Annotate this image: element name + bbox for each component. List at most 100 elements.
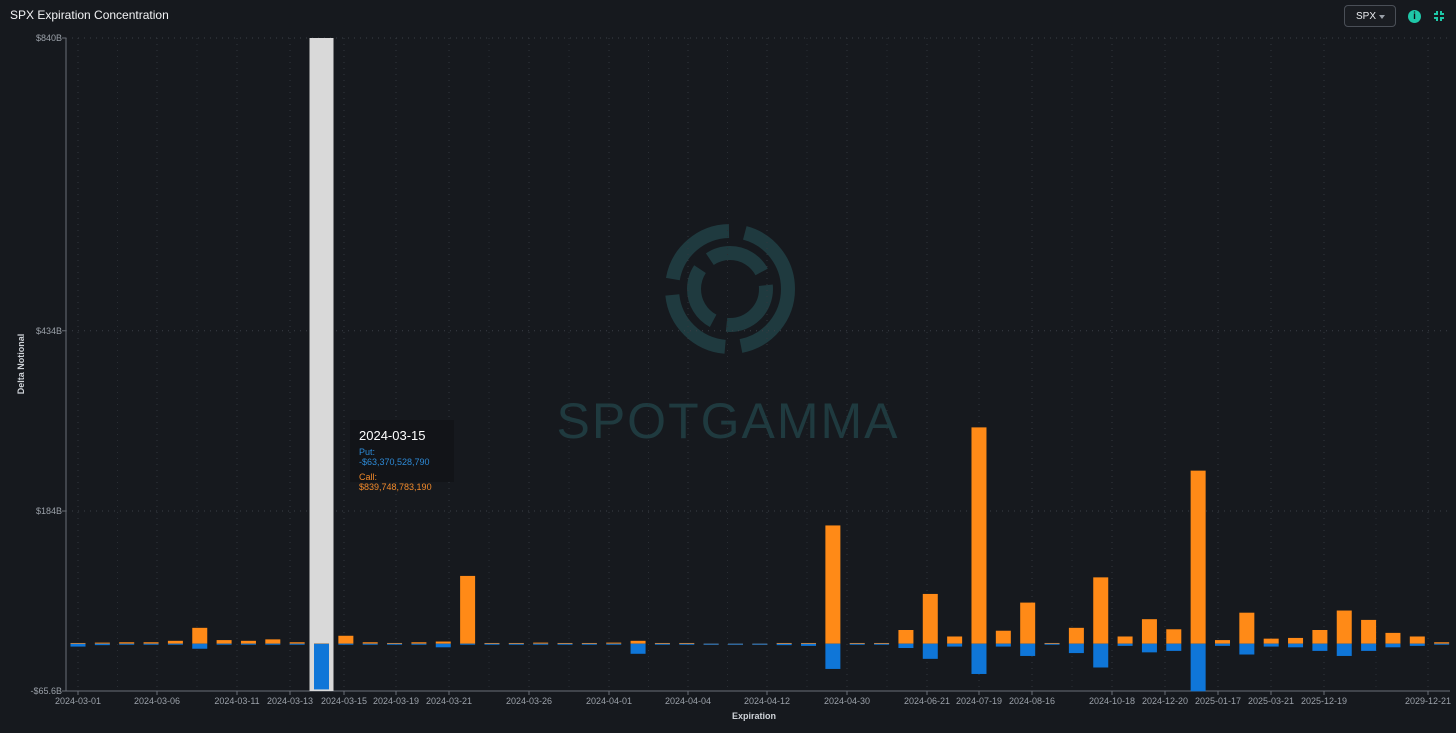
x-tick-label: 2024-04-01	[586, 696, 632, 706]
page-title: SPX Expiration Concentration	[10, 8, 169, 22]
put-bar	[1117, 643, 1133, 646]
y-tick-label: $184B	[36, 506, 62, 516]
call-bar	[1190, 470, 1206, 644]
y-tick-label: $840B	[36, 33, 62, 43]
call-bar	[1434, 642, 1450, 644]
put-bar	[508, 643, 524, 645]
watermark-logo-inner	[687, 246, 773, 332]
y-tick-label: $434B	[36, 326, 62, 336]
put-bar	[1312, 643, 1328, 651]
x-tick-label: 2024-04-04	[665, 696, 711, 706]
put-bar	[1239, 643, 1255, 655]
put-bar	[630, 643, 646, 654]
put-bar	[192, 643, 208, 649]
call-bar	[801, 642, 817, 644]
call-bar	[1336, 610, 1352, 644]
put-bar	[654, 643, 670, 645]
call-bar	[922, 593, 938, 644]
put-bar	[776, 643, 792, 646]
put-bar	[922, 643, 938, 659]
call-bar	[1409, 636, 1425, 644]
put-bar	[727, 643, 743, 645]
put-bar	[484, 643, 500, 645]
call-bar	[216, 640, 232, 644]
call-bar	[898, 629, 914, 644]
x-axis-labels: 2024-03-01 2024-03-06 2024-03-11 2024-03-13…	[55, 696, 1451, 706]
watermark-text: SPOTGAMMA	[556, 393, 899, 449]
put-bar	[898, 643, 914, 649]
put-bar	[1020, 643, 1036, 656]
collapse-icon[interactable]	[1432, 9, 1446, 23]
put-bar	[119, 643, 135, 645]
bar-tooltip: 2024-03-15 Put: -$63,370,528,790 Call: $…	[350, 420, 454, 492]
call-bar	[947, 636, 963, 644]
put-bar	[533, 643, 549, 645]
axes	[62, 37, 1450, 695]
put-bar	[94, 643, 110, 646]
y-axis-title: Delta Notional	[16, 334, 26, 395]
put-bar	[752, 643, 768, 645]
y-tick-label: -$65.6B	[30, 686, 62, 696]
x-tick-label: 2024-03-19	[373, 696, 419, 706]
put-bar	[435, 643, 451, 648]
x-tick-label: 2024-03-26	[506, 696, 552, 706]
put-bar	[995, 643, 1011, 647]
x-tick-label: 2024-03-21	[426, 696, 472, 706]
call-bar	[1361, 619, 1377, 644]
put-bar	[460, 643, 476, 645]
call-bar	[849, 642, 865, 644]
put-bar	[947, 643, 963, 647]
put-bar	[1093, 643, 1109, 668]
grid	[66, 37, 1450, 692]
tooltip-call-value: Call: $839,748,783,190	[359, 472, 432, 492]
call-bar	[387, 642, 403, 644]
put-bar	[1044, 643, 1060, 645]
put-bar	[216, 643, 232, 645]
call-bar	[679, 642, 695, 644]
put-bar	[338, 643, 354, 645]
spotgamma-watermark: SPOTGAMMA	[556, 224, 899, 449]
call-bar	[143, 642, 159, 644]
put-bar	[1263, 643, 1279, 647]
call-bar	[240, 640, 256, 644]
x-tick-label: 2024-03-11	[214, 696, 259, 706]
call-bar	[1263, 638, 1279, 644]
x-tick-label: 2024-10-18	[1089, 696, 1135, 706]
put-bar	[971, 643, 987, 674]
call-bar	[1044, 642, 1060, 644]
call-bar	[435, 641, 451, 644]
call-bar	[557, 642, 573, 644]
info-icon[interactable]: i	[1408, 10, 1421, 23]
call-bar	[411, 642, 427, 644]
call-bar	[484, 642, 500, 644]
put-bar	[703, 643, 719, 645]
symbol-select[interactable]: SPX	[1344, 5, 1396, 27]
x-tick-label: 2029-12-21	[1405, 696, 1451, 706]
put-bar	[1166, 643, 1182, 651]
put-bar	[362, 643, 378, 645]
x-tick-label: 2024-03-13	[267, 696, 313, 706]
call-bar	[995, 630, 1011, 644]
call-bar	[265, 639, 281, 644]
x-tick-label: 2024-03-15	[321, 696, 367, 706]
put-bar	[825, 643, 841, 669]
tooltip-date: 2024-03-15	[359, 428, 426, 443]
put-bar	[1214, 643, 1230, 646]
x-tick-label: 2024-03-01	[55, 696, 101, 706]
call-bar	[1385, 632, 1401, 644]
put-bar	[314, 643, 330, 690]
put-bar	[1409, 643, 1425, 646]
call-bar	[1020, 602, 1036, 644]
put-bar	[1385, 643, 1401, 648]
call-bar	[606, 642, 622, 644]
watermark-logo-ring	[665, 224, 795, 354]
call-bar	[119, 642, 135, 644]
y-axis-labels: $840B $434B $184B -$65.6B	[30, 33, 62, 696]
x-tick-label: 2024-06-21	[904, 696, 950, 706]
call-bar	[971, 427, 987, 644]
call-bar	[1312, 629, 1328, 644]
call-bar	[167, 640, 183, 644]
call-bar	[1141, 619, 1157, 644]
call-bar	[776, 642, 792, 644]
